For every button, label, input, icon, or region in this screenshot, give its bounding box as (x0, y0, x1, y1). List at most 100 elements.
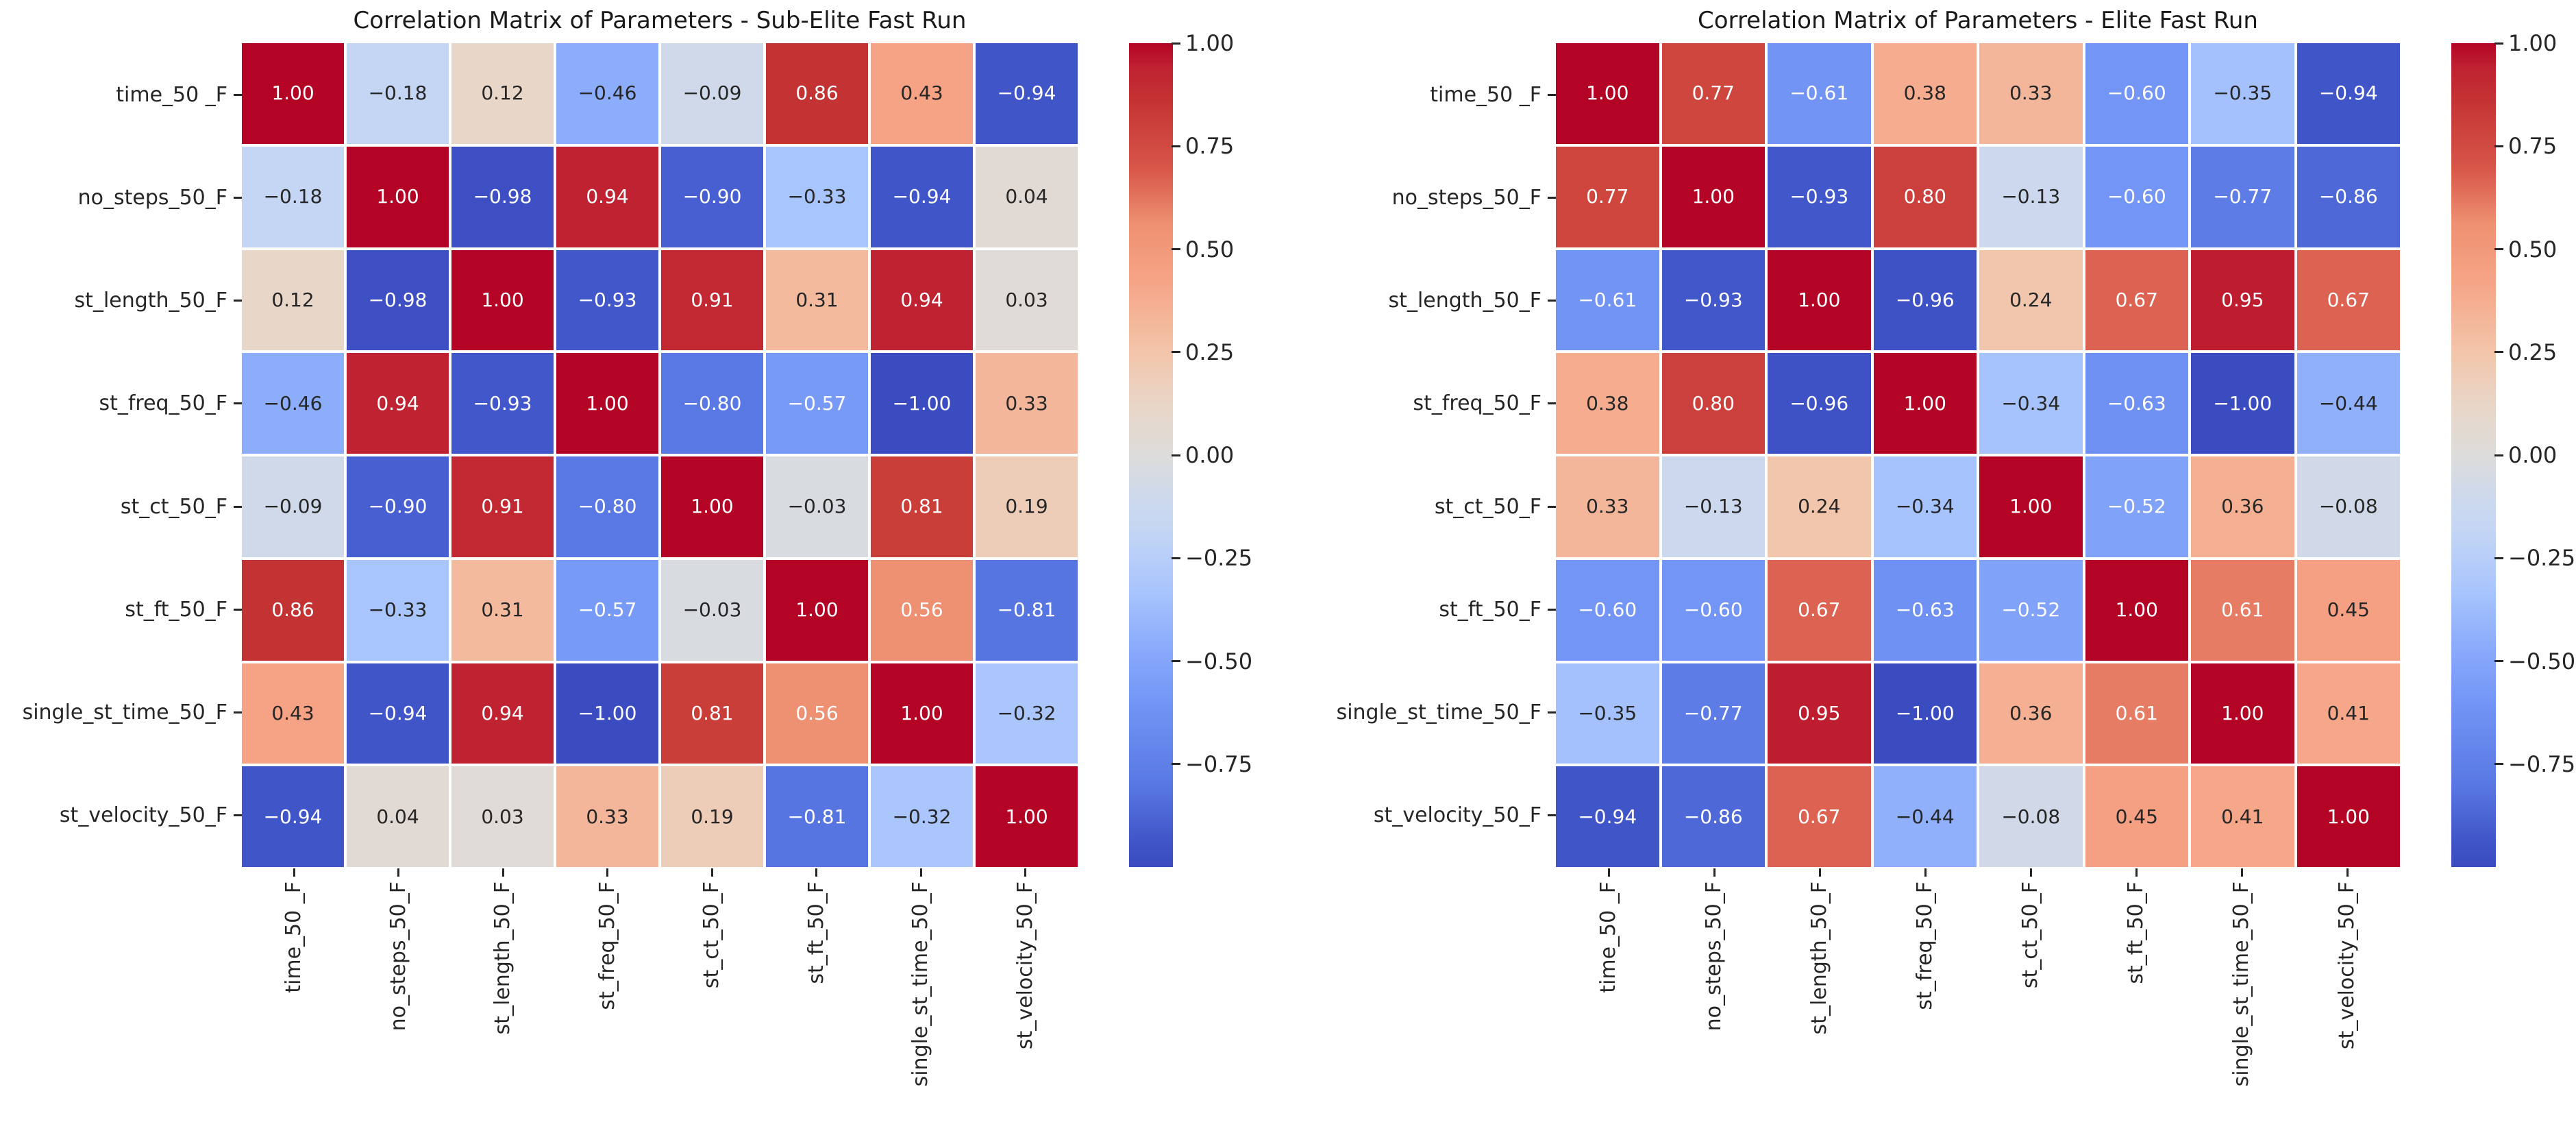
x-tick-label: st_ft_50_F (2083, 868, 2189, 1122)
colorbar-tick-label: 0.50 (1185, 236, 1235, 263)
heatmap-cell: −0.90 (347, 456, 449, 557)
colorbar-tick-label: 0.75 (1185, 133, 1235, 160)
x-tick-label-text: st_ct_50_F (699, 881, 724, 989)
x-tick-label-text: st_freq_50_F (595, 881, 619, 1010)
heatmap-cell: −0.52 (2085, 456, 2188, 557)
heatmap-cell: −0.93 (556, 249, 658, 351)
heatmap-cell: 0.36 (1979, 663, 2083, 764)
heatmap-cell: −0.80 (661, 353, 763, 454)
heatmap-cell: −0.96 (1768, 353, 1871, 454)
heatmap-cell: −0.96 (1873, 249, 1977, 351)
heatmap-cell: 0.95 (2191, 249, 2294, 351)
y-tick-label-text: st_velocity_50_F (59, 803, 227, 828)
colorbar (2451, 43, 2496, 867)
heatmap-cell: −0.46 (556, 43, 658, 144)
heatmap-cell: 0.24 (1768, 456, 1871, 557)
heatmap-cell: 0.94 (871, 249, 973, 351)
chart-title-elite: Correlation Matrix of Parameters - Elite… (1698, 7, 2258, 34)
heatmap-cell: 1.00 (2296, 766, 2400, 867)
heatmap-cell: 1.00 (1873, 353, 1977, 454)
heatmap-grid: 1.00 0.77 −0.61 0.38 0.33 −0.60 −0.35 −0.94 0.77… (1556, 43, 2400, 867)
x-tick-label: single_st_time_50_F (869, 868, 974, 1122)
y-tick-label-text: st_freq_50_F (99, 391, 227, 416)
heatmap-cell: −0.77 (1661, 663, 1765, 764)
y-tick-label: no_steps_50_F (1288, 146, 1556, 249)
colorbar-tick-label: 0.50 (2508, 236, 2558, 263)
heatmap-cell: 0.43 (871, 43, 973, 144)
x-axis-labels: time_50 _F no_steps_50_F st_length_50_F st_… (242, 868, 1078, 1122)
heatmap-cell: 0.56 (871, 559, 973, 661)
y-tick-label-text: st_ft_50_F (125, 597, 227, 622)
colorbar-tick-mark (2494, 660, 2503, 662)
y-tick-mark (234, 300, 242, 302)
heatmap-cell: 0.45 (2296, 559, 2400, 661)
heatmap-cell: 0.38 (1556, 353, 1659, 454)
heatmap-cell: −0.08 (1979, 766, 2083, 867)
heatmap-cell: −0.60 (1661, 559, 1765, 661)
x-tick-mark (815, 868, 818, 877)
x-tick-label: st_velocity_50_F (974, 868, 1078, 1122)
heatmap-cell: −0.18 (242, 146, 344, 247)
x-tick-label-text: time_50 _F (1596, 881, 1620, 993)
colorbar-tick-mark (1172, 145, 1180, 147)
y-tick-mark (1548, 196, 1556, 199)
heatmap-cell: −0.61 (1768, 43, 1871, 144)
x-tick-label-text: st_ft_50_F (2124, 881, 2148, 984)
heatmap-cell: 0.41 (2296, 663, 2400, 764)
heatmap-cell: −0.33 (347, 559, 449, 661)
heatmap-cell: −0.86 (1661, 766, 1765, 867)
heatmap-cell: −0.60 (1556, 559, 1659, 661)
y-tick-label: st_freq_50_F (1288, 352, 1556, 455)
heatmap-cell: −0.81 (976, 559, 1078, 661)
x-tick-label-text: st_freq_50_F (1913, 881, 1937, 1010)
x-tick-mark (606, 868, 609, 877)
x-tick-label-text: no_steps_50_F (1702, 881, 1726, 1032)
y-tick-mark (234, 93, 242, 96)
heatmap-cell: 0.03 (976, 249, 1078, 351)
colorbar (1129, 43, 1173, 867)
heatmap-cell: 0.77 (1556, 146, 1659, 247)
heatmap-cell: −0.94 (871, 146, 973, 247)
x-tick-mark (397, 868, 400, 877)
heatmap-cell: 0.95 (1768, 663, 1871, 764)
heatmap-cell: −0.63 (1873, 559, 1977, 661)
y-tick-label: st_freq_50_F (0, 352, 242, 455)
heatmap-cell: 0.61 (2191, 559, 2294, 661)
heatmap-cell: 0.81 (661, 663, 763, 764)
heatmap-cell: −0.94 (2296, 43, 2400, 144)
heatmap-cell: 0.31 (766, 249, 868, 351)
heatmap-cell: −0.35 (2191, 43, 2294, 144)
heatmap-cell: −0.57 (556, 559, 658, 661)
heatmap-cell: 0.86 (242, 559, 344, 661)
heatmap-cell: 0.19 (976, 456, 1078, 557)
y-tick-label: st_ft_50_F (1288, 558, 1556, 661)
colorbar-tick-label: 1.00 (1185, 30, 1235, 56)
heatmap-cell: 1.00 (2191, 663, 2294, 764)
x-tick-label: st_length_50_F (451, 868, 556, 1122)
colorbar-tick-mark (1172, 454, 1180, 456)
x-tick-label: time_50 _F (242, 868, 347, 1122)
x-tick-mark (1818, 868, 1821, 877)
heatmap-cell: 1.00 (1556, 43, 1659, 144)
heatmap-cell: −1.00 (1873, 663, 1977, 764)
y-axis-labels: time_50 _F no_steps_50_F st_length_50_F st_… (1288, 43, 1556, 867)
y-tick-mark (234, 608, 242, 611)
heatmap-cell: −0.52 (1979, 559, 2083, 661)
y-tick-label-text: st_ct_50_F (120, 494, 227, 519)
heatmap-cell: −0.32 (871, 766, 973, 867)
x-tick-label-text: st_ft_50_F (804, 881, 828, 984)
x-tick-mark (501, 868, 504, 877)
y-tick-label: time_50 _F (1288, 43, 1556, 146)
heatmap-cell: 1.00 (1661, 146, 1765, 247)
heatmap-cell: 0.12 (242, 249, 344, 351)
heatmap-cell: −0.63 (2085, 353, 2188, 454)
colorbar-tick-mark (2494, 248, 2503, 250)
heatmap-cell: −0.57 (766, 353, 868, 454)
heatmap-cell: 0.33 (1979, 43, 2083, 144)
heatmap-cell: 0.04 (976, 146, 1078, 247)
x-tick-mark (1024, 868, 1027, 877)
y-tick-mark (234, 505, 242, 508)
x-tick-mark (2346, 868, 2349, 877)
x-tick-label-text: st_length_50_F (491, 881, 515, 1035)
